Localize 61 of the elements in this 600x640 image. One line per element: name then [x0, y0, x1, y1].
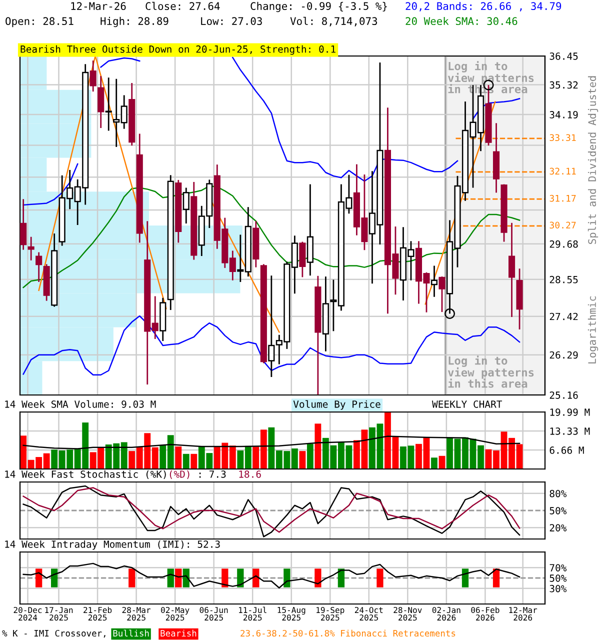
ref-line-label: 33.31 [550, 134, 576, 142]
ref-line-label: 31.17 [550, 194, 576, 202]
y-tick-label: 30% [550, 584, 567, 592]
text: Bullish [113, 630, 149, 637]
x-tick-label: 19-Sep 2025 [316, 606, 344, 621]
y-tick-label: 35.32 [550, 81, 578, 89]
y-tick-label: 28.55 [550, 276, 578, 284]
chart-title: 14 Week Fast Stochastic [5, 470, 138, 478]
x-tick-label: 06-Feb 2026 [471, 606, 500, 621]
y-tick-label: 13.33 M [550, 427, 590, 435]
text: Vol: 8,714,073 [290, 16, 378, 26]
x-tick-label: 28-Mar 2025 [122, 606, 151, 621]
y-tick-label: 26.29 [550, 351, 578, 359]
x-tick-label: 17-Jan 2025 [45, 607, 73, 621]
x-tick-label: 02-May 2025 [161, 606, 190, 621]
text: Open: 28.51 [6, 17, 74, 28]
chart-title: 14 Week SMA Volume: 9.03 M [5, 400, 156, 408]
text: 20 Week SMA: 30.46 [406, 16, 518, 26]
ref-line-label: 32.11 [550, 168, 576, 175]
text: Low: 27.03 [201, 17, 262, 26]
text: Volume By Price [293, 400, 380, 410]
x-tick-label: 15-Aug 2025 [278, 607, 306, 621]
text: WEEKLY CHART [432, 400, 502, 408]
x-tick-label: 12-Mar 2026 [509, 606, 538, 621]
text: High: 28.89 [100, 16, 168, 28]
x-tick-label: 20-Dec 2024 [14, 606, 42, 621]
text: (%D) [170, 470, 190, 479]
x-tick-label: 24-Oct 2025 [354, 606, 383, 621]
y-tick-label: 27.42 [550, 312, 578, 320]
y-tick-label: 20% [550, 524, 567, 532]
y-tick-label: 70% [550, 564, 567, 572]
text: 12-Mar-26 [71, 2, 126, 10]
text: Change: -0.99 {-3.5 %} [250, 2, 387, 12]
ref-line-label: 30.27 [550, 222, 576, 229]
text: 23.6-38.2-50-61.8% Fibonacci Retracements [240, 630, 456, 637]
y-tick-label: 6.66 M [550, 446, 584, 454]
text: Logarithmic [588, 296, 598, 364]
x-tick-label: 02-Jan 2026 [432, 606, 460, 621]
y-tick-label: 19.99 M [550, 408, 590, 416]
y-tick-label: 50% [550, 507, 567, 514]
text: : 7.3 [199, 470, 226, 478]
annotation: Log in to view patterns in this area [448, 356, 534, 388]
y-tick-label: 50% [550, 574, 567, 582]
x-tick-label: 11-Jul 2025 [239, 606, 266, 621]
y-tick-label: 34.19 [550, 111, 578, 118]
text: 18.6 [239, 470, 261, 478]
y-tick-label: 80% [550, 490, 567, 498]
x-tick-label: 28-Nov 2025 [394, 606, 422, 621]
y-tick-label: 25.16 [550, 392, 578, 399]
x-tick-label: 21-Feb 2025 [84, 606, 112, 621]
chart-title: 14 Week Intraday Momentum (IMI): 52.3 [5, 540, 220, 550]
chart-subtitle: Bearish Three Outside Down on 20-Jun-25, Strength: 0.1 [20, 45, 336, 55]
text: Close: 27.64 [146, 2, 220, 10]
y-tick-label: 36.45 [550, 52, 578, 60]
text: Split and Dividend Adjusted [588, 76, 598, 244]
legend-title: % K - IMI Crossover, [2, 630, 106, 638]
text: 20,2 Bands: 26.66 , 34.79 [406, 2, 562, 12]
text: (%K) [146, 470, 166, 479]
x-tick-label: 06-Jun 2025 [200, 606, 228, 621]
y-tick-label: 29.68 [550, 240, 578, 248]
text: Bearish [160, 630, 196, 637]
